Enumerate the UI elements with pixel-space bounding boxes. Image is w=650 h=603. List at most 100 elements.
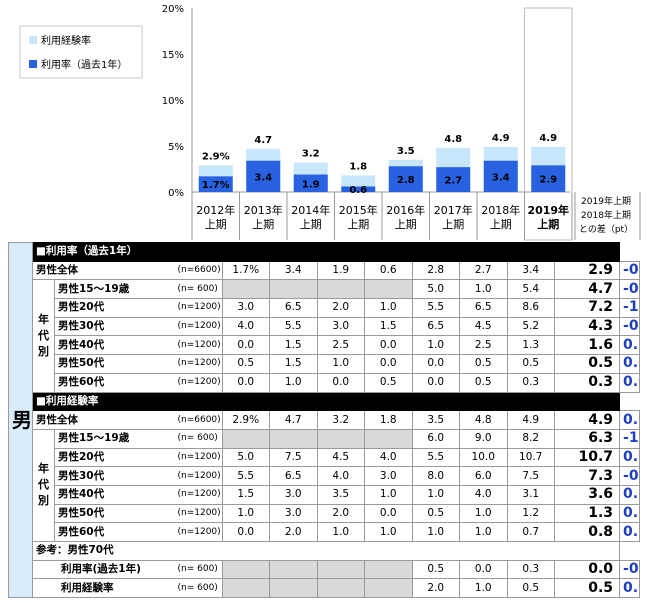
cell-value: 6.0 <box>459 466 508 486</box>
row-label-wrap: 利用経験率 <box>32 578 175 599</box>
table-row: 男性60代(n=1200)0.01.00.00.50.00.50.30.30.0 <box>9 372 640 393</box>
cell-value: 3.0 <box>316 316 365 337</box>
bar-usage <box>531 165 566 192</box>
cell-value: 1.5 <box>364 316 413 337</box>
current-value: 0.0 <box>553 559 621 580</box>
cell-value: 0.0 <box>364 354 413 374</box>
cell-value: 0.0 <box>411 354 460 374</box>
diff-value: -0.3 <box>619 559 640 580</box>
sample-size: (n=6600) <box>174 260 223 281</box>
current-value: 4.3 <box>553 316 621 337</box>
cell-value: 4.5 <box>316 447 365 468</box>
cell-value <box>221 578 270 599</box>
legend-usage-label: 利用率（過去1年） <box>41 58 127 71</box>
cell-value: 9.0 <box>459 428 508 449</box>
diff-value: -0.7 <box>619 279 640 300</box>
cell-value <box>269 578 318 599</box>
current-value: 3.6 <box>553 484 621 505</box>
cell-value <box>221 559 270 580</box>
cell-value: 3.0 <box>269 484 318 505</box>
cell-value <box>364 559 413 580</box>
x-tick-label: 上期 <box>490 218 512 231</box>
experience-value-label: 4.9 <box>539 133 557 144</box>
row-label: 男性30代 <box>54 466 175 486</box>
table-row: 男性50代(n=1200)1.03.02.00.00.51.01.21.30.1 <box>9 503 640 524</box>
cell-value: 0.0 <box>221 372 270 393</box>
cell-value: 1.2 <box>506 503 555 524</box>
cell-value: 1.0 <box>316 522 365 542</box>
y-tick-label: 20% <box>162 4 184 15</box>
cell-value: 1.0 <box>459 522 508 542</box>
sample-size: (n=1200) <box>174 466 223 486</box>
cell-value <box>269 279 318 300</box>
table-row: 男性40代(n=1200)0.01.52.50.01.02.51.31.60.3 <box>9 335 640 356</box>
cell-value: 5.5 <box>221 466 270 486</box>
x-tick-label: 2015年 <box>339 203 378 217</box>
diff-header-text: 2019年上期 <box>581 195 631 207</box>
experience-value-label: 3.2 <box>302 149 320 160</box>
cell-value: 1.5 <box>269 354 318 374</box>
cell-value: 7.5 <box>269 447 318 468</box>
cell-value: 0.3 <box>506 372 555 393</box>
cell-value: 1.0 <box>221 503 270 524</box>
table-row: 男性40代(n=1200)1.53.03.51.01.04.03.13.60.5 <box>9 484 640 505</box>
side-label: 男性 <box>8 241 33 599</box>
cell-value <box>364 428 413 449</box>
cell-value: 5.2 <box>506 316 555 337</box>
current-value: 2.9 <box>553 260 621 281</box>
age-group-label: 年代別 <box>32 279 55 393</box>
table-row: 男性30代(n=1200)4.05.53.01.56.54.55.24.3-0.… <box>9 316 640 337</box>
cell-value: 5.0 <box>221 447 270 468</box>
cell-value: 2.8 <box>411 260 460 281</box>
x-tick-label: 2017年 <box>434 203 473 217</box>
reference-title: 参考：男性70代 <box>31 541 621 561</box>
y-tick-label: 0% <box>168 188 184 199</box>
x-tick-label: 上期 <box>395 218 417 231</box>
sample-size: (n=1200) <box>174 335 223 356</box>
cell-value: 3.4 <box>269 260 318 281</box>
row-label: 男性60代 <box>54 522 175 542</box>
cell-value: 0.0 <box>459 559 508 580</box>
cell-value: 0.0 <box>364 335 413 356</box>
cell-value: 5.5 <box>269 316 318 337</box>
cell-value: 8.2 <box>506 428 555 449</box>
y-tick-label: 10% <box>162 96 184 107</box>
diff-header-text: 2018年上期 <box>581 209 631 221</box>
cell-value: 4.0 <box>364 447 413 468</box>
current-value: 7.2 <box>553 298 621 318</box>
legend-experience-swatch <box>29 36 37 44</box>
cell-value: 1.5 <box>269 335 318 356</box>
y-tick-label: 5% <box>168 142 184 153</box>
cell-value <box>269 559 318 580</box>
cell-value <box>316 559 365 580</box>
row-label: 男性50代 <box>54 503 175 524</box>
diff-value: 0.0 <box>619 578 640 599</box>
usage-value-label: 3.4 <box>492 172 510 183</box>
age-group-label: 年代別 <box>32 428 55 543</box>
sample-size: (n=1200) <box>174 372 223 393</box>
sample-size: (n= 600) <box>174 578 223 599</box>
bar-usage <box>293 174 328 192</box>
cell-value <box>316 428 365 449</box>
cell-value: 2.0 <box>411 578 460 599</box>
section-title: ■利用経験率 <box>31 391 621 412</box>
bar-usage <box>341 186 376 192</box>
cell-value: 1.7% <box>221 260 270 281</box>
cell-value: 4.7 <box>269 410 318 430</box>
row-label: 男性60代 <box>54 372 175 393</box>
cell-value <box>316 578 365 599</box>
table-row: 男性50代(n=1200)0.51.51.00.00.00.50.50.50.0 <box>9 354 640 374</box>
table-row: 男性30代(n=1200)5.56.54.03.08.06.07.57.3-0.… <box>9 466 640 486</box>
sample-size: (n=1200) <box>174 503 223 524</box>
x-tick-label: 2014年 <box>291 203 330 217</box>
cell-value: 6.5 <box>269 466 318 486</box>
cell-value: 1.0 <box>316 354 365 374</box>
cell-value: 4.5 <box>459 316 508 337</box>
cell-value: 5.5 <box>411 447 460 468</box>
cell-value: 1.0 <box>459 279 508 300</box>
row-label-wrap: 男性全体 <box>32 410 175 430</box>
current-value: 6.3 <box>553 428 621 449</box>
cell-value: 4.0 <box>221 316 270 337</box>
experience-value-label: 2.9% <box>202 151 230 162</box>
